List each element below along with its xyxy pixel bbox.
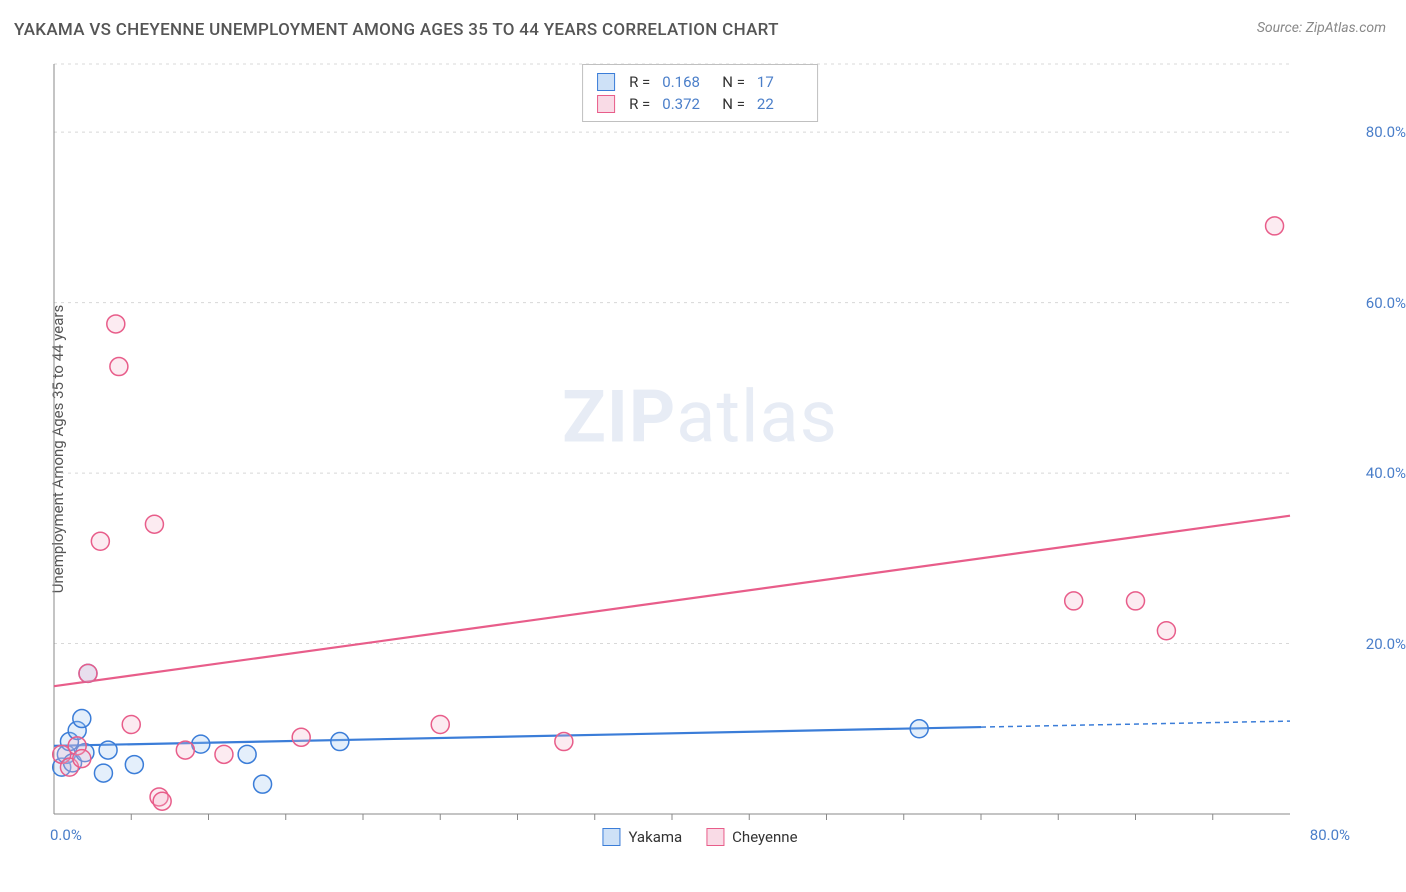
x-axis-min: 0.0% [50, 826, 82, 844]
chart-area: Unemployment Among Ages 35 to 44 years Z… [50, 60, 1350, 820]
x-axis-max: 80.0% [1310, 826, 1350, 844]
legend-item: Cheyenne [706, 828, 797, 846]
y-tick-label: 40.0% [1366, 464, 1406, 482]
legend-stat-row: R =0.168N =17 [597, 71, 803, 93]
chart-title: YAKAMA VS CHEYENNE UNEMPLOYMENT AMONG AG… [14, 20, 779, 40]
legend-stats: R =0.168N =17R =0.372N =22 [582, 64, 818, 122]
scatter-plot [50, 60, 1350, 820]
legend-item: Yakama [602, 828, 682, 846]
y-tick-label: 20.0% [1366, 635, 1406, 653]
legend-stat-row: R =0.372N =22 [597, 93, 803, 115]
y-tick-label: 80.0% [1366, 123, 1406, 141]
legend-series: Yakama Cheyenne [602, 828, 797, 846]
y-tick-label: 60.0% [1366, 294, 1406, 312]
source-label: Source: ZipAtlas.com [1257, 20, 1386, 36]
